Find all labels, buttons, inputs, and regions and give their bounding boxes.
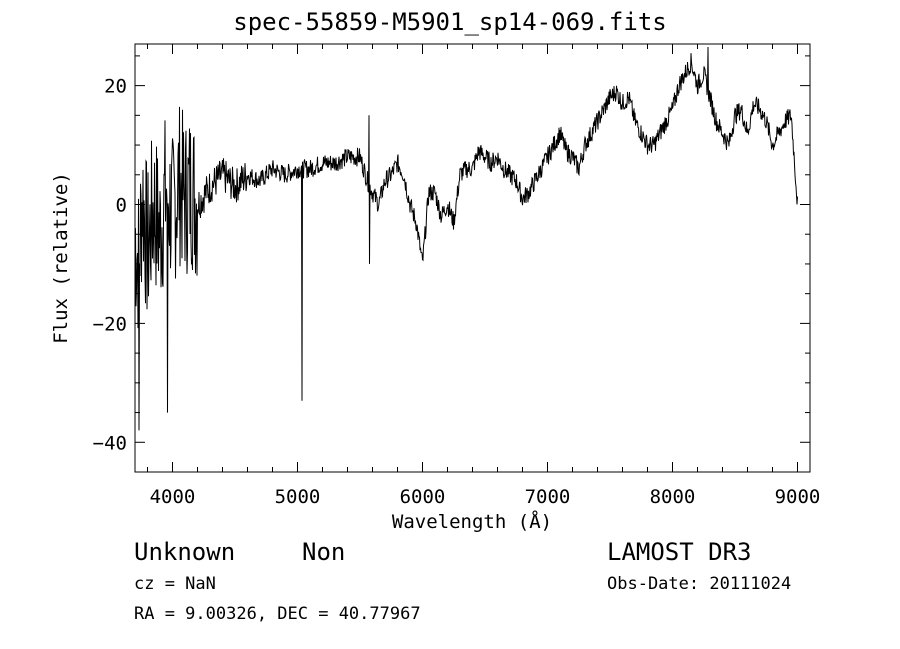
x-tick-label: 5000 [275,486,321,508]
survey-name: LAMOST DR3 [607,538,752,566]
plot-frame [134,43,811,473]
x-tick-label: 6000 [400,486,446,508]
observation-date: Obs-Date: 20111024 [607,574,792,594]
y-tick-label: −40 [93,432,127,454]
x-axis-label: Wavelength (Å) [392,510,552,533]
x-tick-label: 8000 [650,486,696,508]
x-tick-label: 7000 [525,486,571,508]
x-tick-label: 4000 [150,486,196,508]
ra-dec-coords: RA = 9.00326, DEC = 40.77967 [134,604,421,624]
y-tick-label: 0 [116,195,127,217]
object-subclass: Non [302,538,346,566]
x-tick-label: 9000 [775,486,821,508]
y-axis-label: Flux (relative) [50,172,72,344]
redshift-cz: cz = NaN [134,574,216,594]
y-tick-label: −20 [93,313,127,335]
object-class: Unknown [134,538,236,566]
axis-ticks [135,44,810,472]
axis-tick-labels: 4000 5000 6000 7000 8000 9000 20 0 −20 −40 [93,76,821,508]
spectrum-line [134,46,798,431]
chart-title: spec-55859-M5901_sp14-069.fits [233,8,667,36]
y-tick-label: 20 [104,76,127,98]
